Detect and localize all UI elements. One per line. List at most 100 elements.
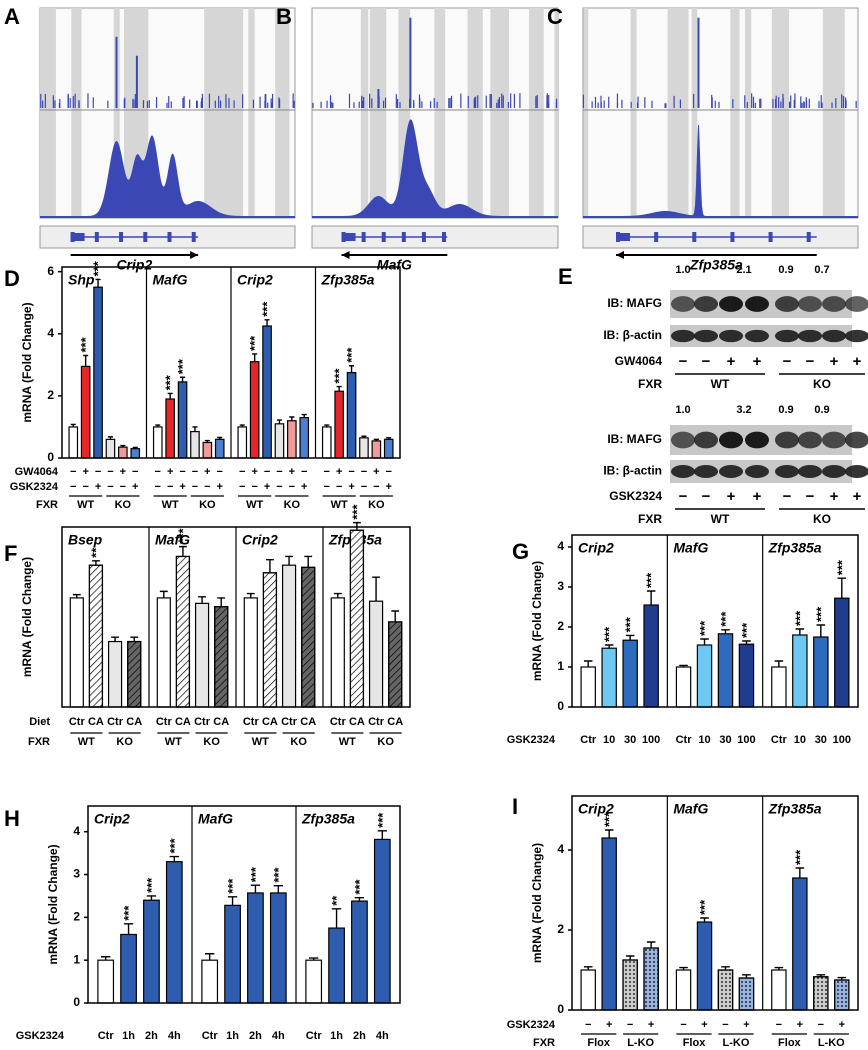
bar	[202, 441, 213, 459]
panel-letter: D	[4, 266, 20, 291]
gene-name: Zfp385a	[689, 257, 743, 273]
row-mark: 30	[624, 734, 636, 746]
row-label: Diet	[29, 716, 50, 728]
track-shade	[204, 8, 216, 218]
track-coverage	[40, 135, 295, 218]
group-label: WT	[711, 377, 730, 391]
group-label: WT	[77, 499, 94, 511]
bar-pattern	[834, 979, 850, 1011]
bar	[156, 597, 171, 708]
row-mark: −	[722, 1019, 728, 1031]
significance: ***	[121, 905, 136, 921]
row-mark: +	[132, 481, 138, 493]
y-axis-label: mRNA (Fold Change)	[530, 843, 544, 963]
exon	[616, 233, 630, 241]
treatment-label: GSK2324	[609, 489, 662, 503]
sign: +	[830, 488, 839, 505]
bar-pattern	[127, 640, 142, 708]
sign: −	[679, 488, 688, 505]
row-label: GSK2324	[507, 734, 556, 746]
row-mark: +	[386, 481, 392, 493]
y-tick-label: 2	[47, 388, 54, 402]
error-bar	[604, 829, 614, 838]
error-bar	[354, 896, 365, 902]
band	[745, 431, 769, 449]
error-bar	[264, 319, 270, 327]
row-mark: CA	[300, 716, 316, 728]
group-label: L-KO	[723, 1037, 750, 1049]
bar-pattern	[388, 621, 403, 708]
error-bar	[250, 884, 261, 893]
exon	[442, 232, 447, 242]
band	[671, 296, 695, 312]
bar-pattern	[301, 566, 316, 708]
band	[822, 465, 846, 478]
bar	[305, 959, 323, 1004]
bar	[580, 666, 596, 708]
track-shade	[554, 8, 558, 218]
row-mark: +	[648, 1019, 654, 1031]
row-mark: +	[120, 466, 126, 478]
quant-label: 3.2	[736, 404, 751, 416]
row-mark: +	[204, 466, 210, 478]
row-mark: 4h	[168, 1030, 181, 1042]
track-shade	[232, 8, 244, 218]
y-tick-label: 3	[73, 867, 80, 881]
y-tick-label: 4	[557, 539, 564, 553]
significance: **	[329, 895, 344, 906]
significance: ***	[175, 358, 190, 374]
row-mark: −	[155, 481, 161, 493]
y-tick-label: 0	[557, 1002, 564, 1016]
error-bar	[159, 590, 168, 598]
significance: ***	[349, 504, 364, 520]
exon	[167, 232, 172, 242]
exon	[341, 233, 356, 241]
row-mark: 2h	[353, 1030, 366, 1042]
track-shade	[225, 8, 237, 218]
band	[845, 431, 868, 449]
facet-title: MafG	[673, 801, 708, 817]
track-shade	[470, 8, 476, 218]
bar	[601, 647, 617, 708]
row-mark: −	[264, 466, 270, 478]
facet-title: MafG	[153, 272, 188, 288]
significance: ***	[697, 899, 712, 915]
bar	[262, 325, 272, 459]
significance: ***	[175, 528, 190, 544]
bar	[328, 927, 345, 1004]
sign: −	[806, 353, 815, 370]
exon	[143, 232, 148, 242]
row-label: GW4064	[15, 466, 59, 478]
panel-letter: H	[4, 806, 20, 831]
band	[671, 431, 695, 449]
significance: ***	[247, 335, 262, 351]
exon	[361, 232, 366, 242]
error-bar	[349, 365, 355, 373]
bar	[249, 361, 260, 459]
track-shade	[730, 8, 740, 218]
row-mark: −	[95, 466, 101, 478]
row-mark: −	[301, 466, 307, 478]
error-bar	[816, 974, 826, 977]
quant-label: 0.7	[814, 264, 829, 276]
bar	[321, 426, 332, 459]
row-mark: 100	[642, 734, 660, 746]
plot-frame	[87, 805, 401, 1004]
error-bar	[285, 555, 293, 566]
bar-pattern	[738, 977, 755, 1011]
error-bar	[155, 424, 161, 427]
error-bar	[111, 636, 119, 642]
exon	[692, 232, 697, 242]
row-mark: CA	[126, 716, 142, 728]
error-bar	[204, 439, 210, 443]
row-mark: −	[276, 481, 282, 493]
error-bar	[721, 966, 730, 970]
significance: ***	[248, 866, 263, 882]
row-mark: +	[839, 1019, 845, 1031]
exon	[768, 232, 773, 242]
bar	[107, 640, 123, 708]
bar-pattern	[175, 555, 191, 708]
error-bar	[742, 640, 751, 645]
row-mark: 2h	[145, 1030, 158, 1042]
error-bar	[373, 438, 379, 441]
